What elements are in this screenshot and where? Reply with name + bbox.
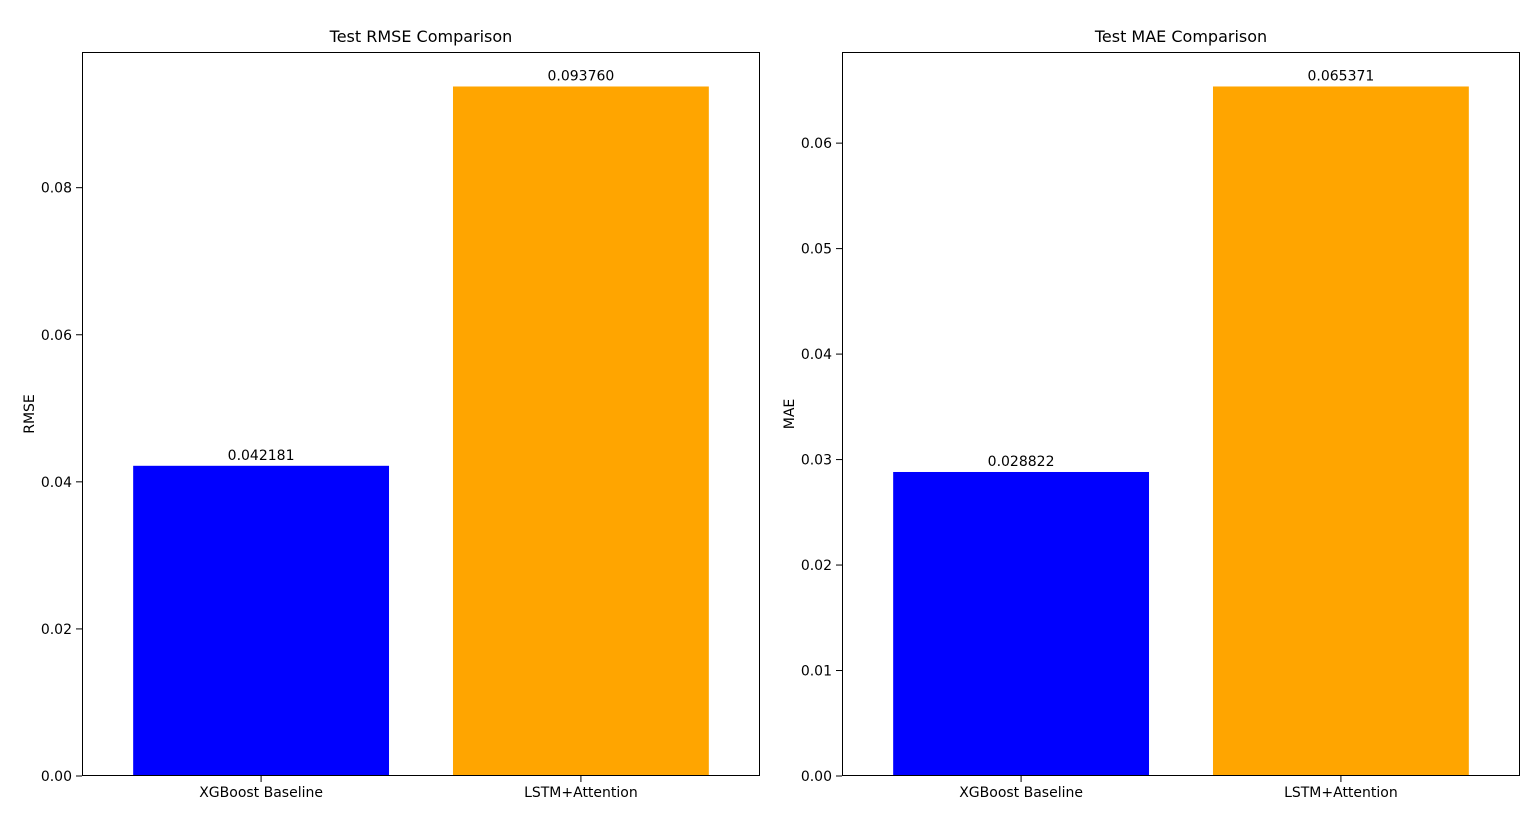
mae-value-label-1: 0.065371	[1308, 68, 1375, 84]
mae-axes-frame	[842, 52, 1520, 776]
rmse-bar-0	[133, 465, 390, 776]
rmse-ytick-label-1: 0.02	[41, 622, 72, 638]
rmse-xtick-label-0: XGBoost Baseline	[199, 785, 323, 801]
rmse-bar-1	[452, 86, 709, 777]
rmse-y-axis-label: RMSE	[22, 394, 38, 434]
mae-xtick-label-0: XGBoost Baseline	[959, 785, 1083, 801]
mae-ytick-label-2: 0.02	[801, 558, 832, 574]
rmse-chart-panel: 0.042181 0.093760 0.00 0.02 0.04 0.06 0.08 XGBo…	[22, 27, 760, 801]
mae-ytick-label-1: 0.01	[801, 664, 832, 680]
mae-ytick-label-6: 0.06	[801, 136, 832, 152]
rmse-value-label-0: 0.042181	[228, 448, 295, 464]
rmse-axes-frame	[82, 52, 760, 776]
rmse-ytick-label-4: 0.08	[41, 181, 72, 197]
rmse-ytick-label-2: 0.04	[41, 475, 72, 491]
mae-ytick-label-4: 0.04	[801, 347, 832, 363]
mae-ytick-label-5: 0.05	[801, 242, 832, 258]
rmse-xtick-label-1: LSTM+Attention	[524, 785, 638, 801]
mae-chart-title: Test MAE Comparison	[1094, 27, 1267, 46]
rmse-ytick-label-3: 0.06	[41, 328, 72, 344]
rmse-chart-title: Test RMSE Comparison	[329, 27, 513, 46]
rmse-value-label-1: 0.093760	[548, 68, 615, 84]
rmse-ytick-label-0: 0.00	[41, 769, 72, 785]
mae-bar-0	[893, 471, 1150, 776]
mae-chart-panel: 0.028822 0.065371 0.00 0.01 0.02 0.03 0.04 0.05…	[782, 27, 1520, 801]
mae-ytick-label-3: 0.03	[801, 453, 832, 469]
mae-y-axis-label: MAE	[782, 399, 798, 430]
mae-bar-1	[1212, 86, 1469, 777]
mae-value-label-0: 0.028822	[988, 454, 1055, 470]
mae-ytick-label-0: 0.00	[801, 769, 832, 785]
mae-xtick-label-1: LSTM+Attention	[1284, 785, 1398, 801]
